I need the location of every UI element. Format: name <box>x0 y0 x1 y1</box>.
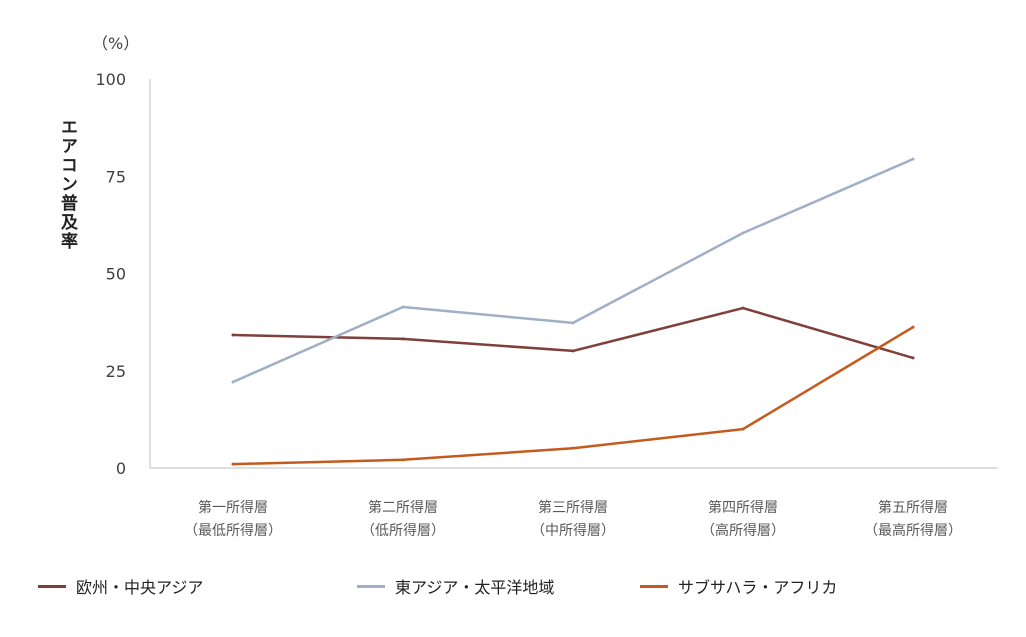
y-tick-label: 100 <box>95 70 126 89</box>
y-axis-unit: （%） <box>92 34 140 53</box>
data-point <box>571 446 575 450</box>
data-point <box>231 333 235 337</box>
data-point <box>911 325 915 329</box>
data-point <box>401 337 405 341</box>
x-tick-label: 第一所得層 <box>198 499 268 516</box>
legend-swatch <box>640 584 668 588</box>
series-line-2 <box>232 157 914 384</box>
y-tick-label: 25 <box>106 362 126 381</box>
x-tick-label: 第四所得層 <box>708 499 778 516</box>
x-tick-label: （高所得層） <box>701 522 785 539</box>
y-tick-label: 0 <box>116 459 126 478</box>
x-tick-label: （最低所得層） <box>184 522 282 539</box>
data-point <box>911 356 915 360</box>
y-axis-title: エアコン普及率 <box>57 118 77 251</box>
legend-item: 東アジア・太平洋地域 <box>357 574 554 598</box>
legend-label: サブサハラ・アフリカ <box>678 578 838 597</box>
x-tick-label: 第三所得層 <box>538 499 608 516</box>
data-point <box>231 380 235 384</box>
x-tick-label: （最高所得層） <box>864 522 962 539</box>
y-tick-label: 75 <box>106 167 126 186</box>
x-tick-label: 第二所得層 <box>368 499 438 516</box>
data-point <box>741 231 745 235</box>
data-point <box>571 349 575 353</box>
data-point <box>741 427 745 431</box>
data-point <box>401 458 405 462</box>
data-point <box>741 306 745 310</box>
y-tick-label: 50 <box>106 265 126 284</box>
legend-swatch <box>357 584 385 588</box>
x-tick-label: （中所得層） <box>531 522 615 539</box>
series-line-3 <box>232 326 914 466</box>
data-point <box>571 321 575 325</box>
legend-item: サブサハラ・アフリカ <box>640 574 837 598</box>
x-tick-label: （低所得層） <box>361 522 445 539</box>
legend-swatch <box>38 584 66 588</box>
data-point <box>231 462 235 466</box>
x-tick-label: 第五所得層 <box>878 499 948 516</box>
data-point <box>401 305 405 309</box>
legend-item: 欧州・中央アジア <box>38 574 203 598</box>
legend-label: 欧州・中央アジア <box>76 578 204 597</box>
data-point <box>911 157 915 161</box>
legend-label: 東アジア・太平洋地域 <box>395 578 555 597</box>
